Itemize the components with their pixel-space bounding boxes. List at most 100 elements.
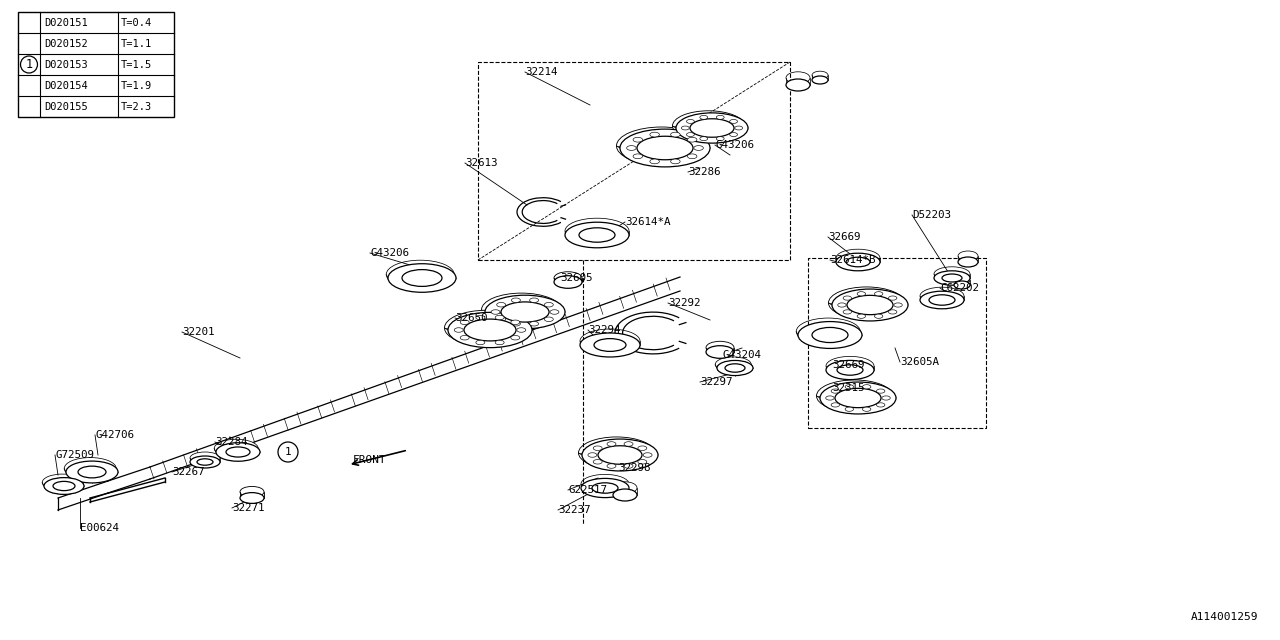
Ellipse shape [197, 459, 212, 465]
Ellipse shape [888, 296, 897, 300]
Ellipse shape [497, 317, 506, 321]
Ellipse shape [613, 489, 637, 501]
Ellipse shape [593, 446, 602, 451]
Ellipse shape [465, 319, 516, 341]
Ellipse shape [858, 314, 865, 318]
Text: 32650: 32650 [454, 313, 488, 323]
Ellipse shape [817, 380, 892, 412]
Ellipse shape [78, 466, 106, 478]
Text: 32294: 32294 [588, 325, 621, 335]
Text: E00624: E00624 [81, 523, 119, 533]
Ellipse shape [564, 222, 628, 248]
Ellipse shape [617, 127, 707, 164]
Polygon shape [58, 277, 680, 510]
Ellipse shape [686, 132, 694, 136]
Ellipse shape [730, 132, 737, 136]
Ellipse shape [581, 474, 628, 493]
Text: C62202: C62202 [940, 283, 979, 293]
Text: G43204: G43204 [722, 350, 762, 360]
Ellipse shape [634, 138, 643, 142]
Ellipse shape [512, 321, 521, 326]
Ellipse shape [863, 385, 870, 389]
Ellipse shape [241, 486, 264, 497]
Text: D52203: D52203 [913, 210, 951, 220]
Text: G43206: G43206 [370, 248, 410, 258]
Ellipse shape [637, 446, 646, 451]
Ellipse shape [52, 481, 76, 491]
Text: G22517: G22517 [568, 485, 607, 495]
Text: 32214: 32214 [525, 67, 558, 77]
Bar [18, 12, 174, 117]
Text: 32271: 32271 [232, 503, 265, 513]
Ellipse shape [845, 407, 854, 412]
Ellipse shape [957, 257, 978, 267]
Ellipse shape [481, 293, 562, 326]
Text: 32297: 32297 [700, 377, 732, 387]
Text: 32267: 32267 [172, 467, 205, 477]
Ellipse shape [826, 360, 874, 380]
Ellipse shape [637, 136, 692, 160]
Ellipse shape [402, 269, 442, 287]
Ellipse shape [835, 388, 881, 408]
Ellipse shape [598, 445, 643, 464]
Ellipse shape [707, 346, 733, 358]
Ellipse shape [863, 407, 870, 412]
Ellipse shape [844, 310, 851, 314]
Ellipse shape [786, 72, 810, 84]
Ellipse shape [874, 314, 883, 318]
Ellipse shape [511, 335, 520, 340]
Ellipse shape [64, 458, 116, 479]
Ellipse shape [485, 295, 564, 329]
Ellipse shape [517, 328, 526, 332]
Ellipse shape [700, 137, 708, 141]
Ellipse shape [448, 312, 532, 348]
Text: T=2.3: T=2.3 [122, 102, 152, 111]
Ellipse shape [893, 303, 902, 307]
Ellipse shape [832, 386, 878, 406]
Text: 32286: 32286 [689, 167, 721, 177]
Ellipse shape [580, 333, 640, 357]
Ellipse shape [582, 439, 658, 471]
Ellipse shape [877, 389, 884, 393]
Ellipse shape [920, 291, 964, 309]
Ellipse shape [837, 365, 863, 375]
Ellipse shape [671, 132, 680, 137]
Ellipse shape [530, 321, 539, 326]
Ellipse shape [44, 477, 84, 495]
Ellipse shape [544, 317, 553, 321]
Text: 32605A: 32605A [900, 357, 940, 367]
Ellipse shape [227, 447, 250, 457]
Ellipse shape [388, 264, 456, 292]
Ellipse shape [498, 300, 545, 320]
Ellipse shape [888, 310, 897, 314]
Ellipse shape [579, 228, 614, 242]
Ellipse shape [189, 456, 220, 468]
Text: D020153: D020153 [44, 60, 88, 70]
Ellipse shape [942, 274, 963, 282]
Ellipse shape [724, 364, 745, 372]
Ellipse shape [627, 146, 636, 150]
Ellipse shape [957, 251, 978, 261]
Ellipse shape [650, 159, 659, 164]
Ellipse shape [707, 341, 733, 354]
Text: T=0.4: T=0.4 [122, 17, 152, 28]
Text: D020151: D020151 [44, 17, 88, 28]
Ellipse shape [594, 339, 626, 351]
Ellipse shape [934, 271, 970, 285]
Ellipse shape [672, 111, 745, 141]
Text: FRONT: FRONT [353, 455, 387, 465]
Ellipse shape [826, 356, 874, 376]
Ellipse shape [476, 340, 485, 345]
Ellipse shape [874, 292, 883, 296]
Text: 32284: 32284 [215, 437, 247, 447]
Ellipse shape [625, 442, 634, 446]
Ellipse shape [694, 146, 703, 150]
Ellipse shape [544, 303, 553, 307]
Ellipse shape [650, 132, 659, 137]
Ellipse shape [820, 382, 896, 414]
Text: 32613: 32613 [465, 158, 498, 168]
Ellipse shape [564, 218, 628, 244]
Ellipse shape [826, 396, 835, 400]
Ellipse shape [512, 298, 521, 303]
Ellipse shape [797, 321, 861, 348]
